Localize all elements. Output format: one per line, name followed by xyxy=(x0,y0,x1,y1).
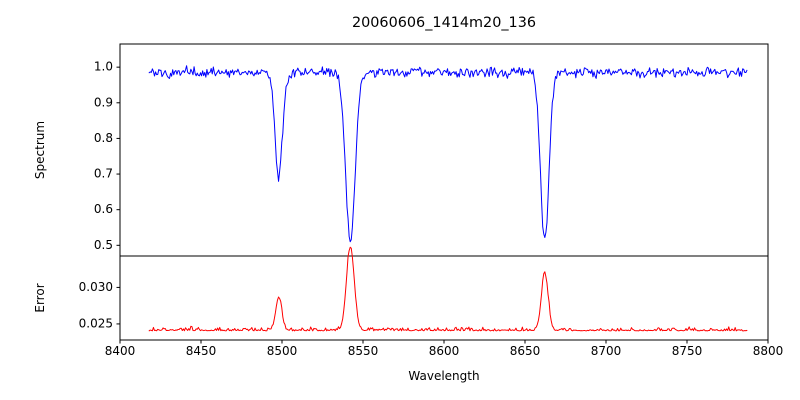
spectrum-panel: 0.5 0.6 0.7 0.8 0.9 1.0 Spectrum xyxy=(33,43,769,257)
wavelength-x-axis-label: Wavelength xyxy=(408,369,479,383)
spectrum-y-tick-label: 0.8 xyxy=(94,131,113,145)
x-tick-label: 8450 xyxy=(186,344,217,358)
x-tick-label: 8700 xyxy=(591,344,622,358)
spectrum-y-tick-label: 0.5 xyxy=(94,238,113,252)
error-y-tick-label: 0.025 xyxy=(79,316,113,330)
error-y-tick-group: 0.025 0.030 xyxy=(79,280,120,330)
x-tick-label: 8800 xyxy=(753,344,784,358)
x-tick-label: 8400 xyxy=(105,344,136,358)
spectrum-y-tick-label: 1.0 xyxy=(94,60,113,74)
error-data-line xyxy=(148,246,748,332)
error-y-tick-label: 0.030 xyxy=(79,280,113,294)
spectrum-y-tick-label: 0.9 xyxy=(94,95,113,109)
figure-title: 20060606_1414m20_136 xyxy=(352,15,536,31)
x-tick-label: 8600 xyxy=(429,344,460,358)
x-tick-label: 8550 xyxy=(348,344,379,358)
spectrum-y-tick-label: 0.7 xyxy=(94,167,113,181)
x-tick-label: 8500 xyxy=(267,344,298,358)
error-y-axis-label: Error xyxy=(33,283,47,312)
error-x-tick-group: 8400 8450 8500 8550 8600 8650 8700 8750 8800 xyxy=(105,340,784,358)
spectrum-y-axis-label: Spectrum xyxy=(33,121,47,179)
spectrum-y-tick-label: 0.6 xyxy=(94,202,113,216)
spectrum-y-tick-group: 0.5 0.6 0.7 0.8 0.9 1.0 xyxy=(94,60,120,252)
x-tick-label: 8750 xyxy=(672,344,703,358)
x-tick-label: 8650 xyxy=(510,344,541,358)
spectrum-data-line xyxy=(148,65,748,243)
